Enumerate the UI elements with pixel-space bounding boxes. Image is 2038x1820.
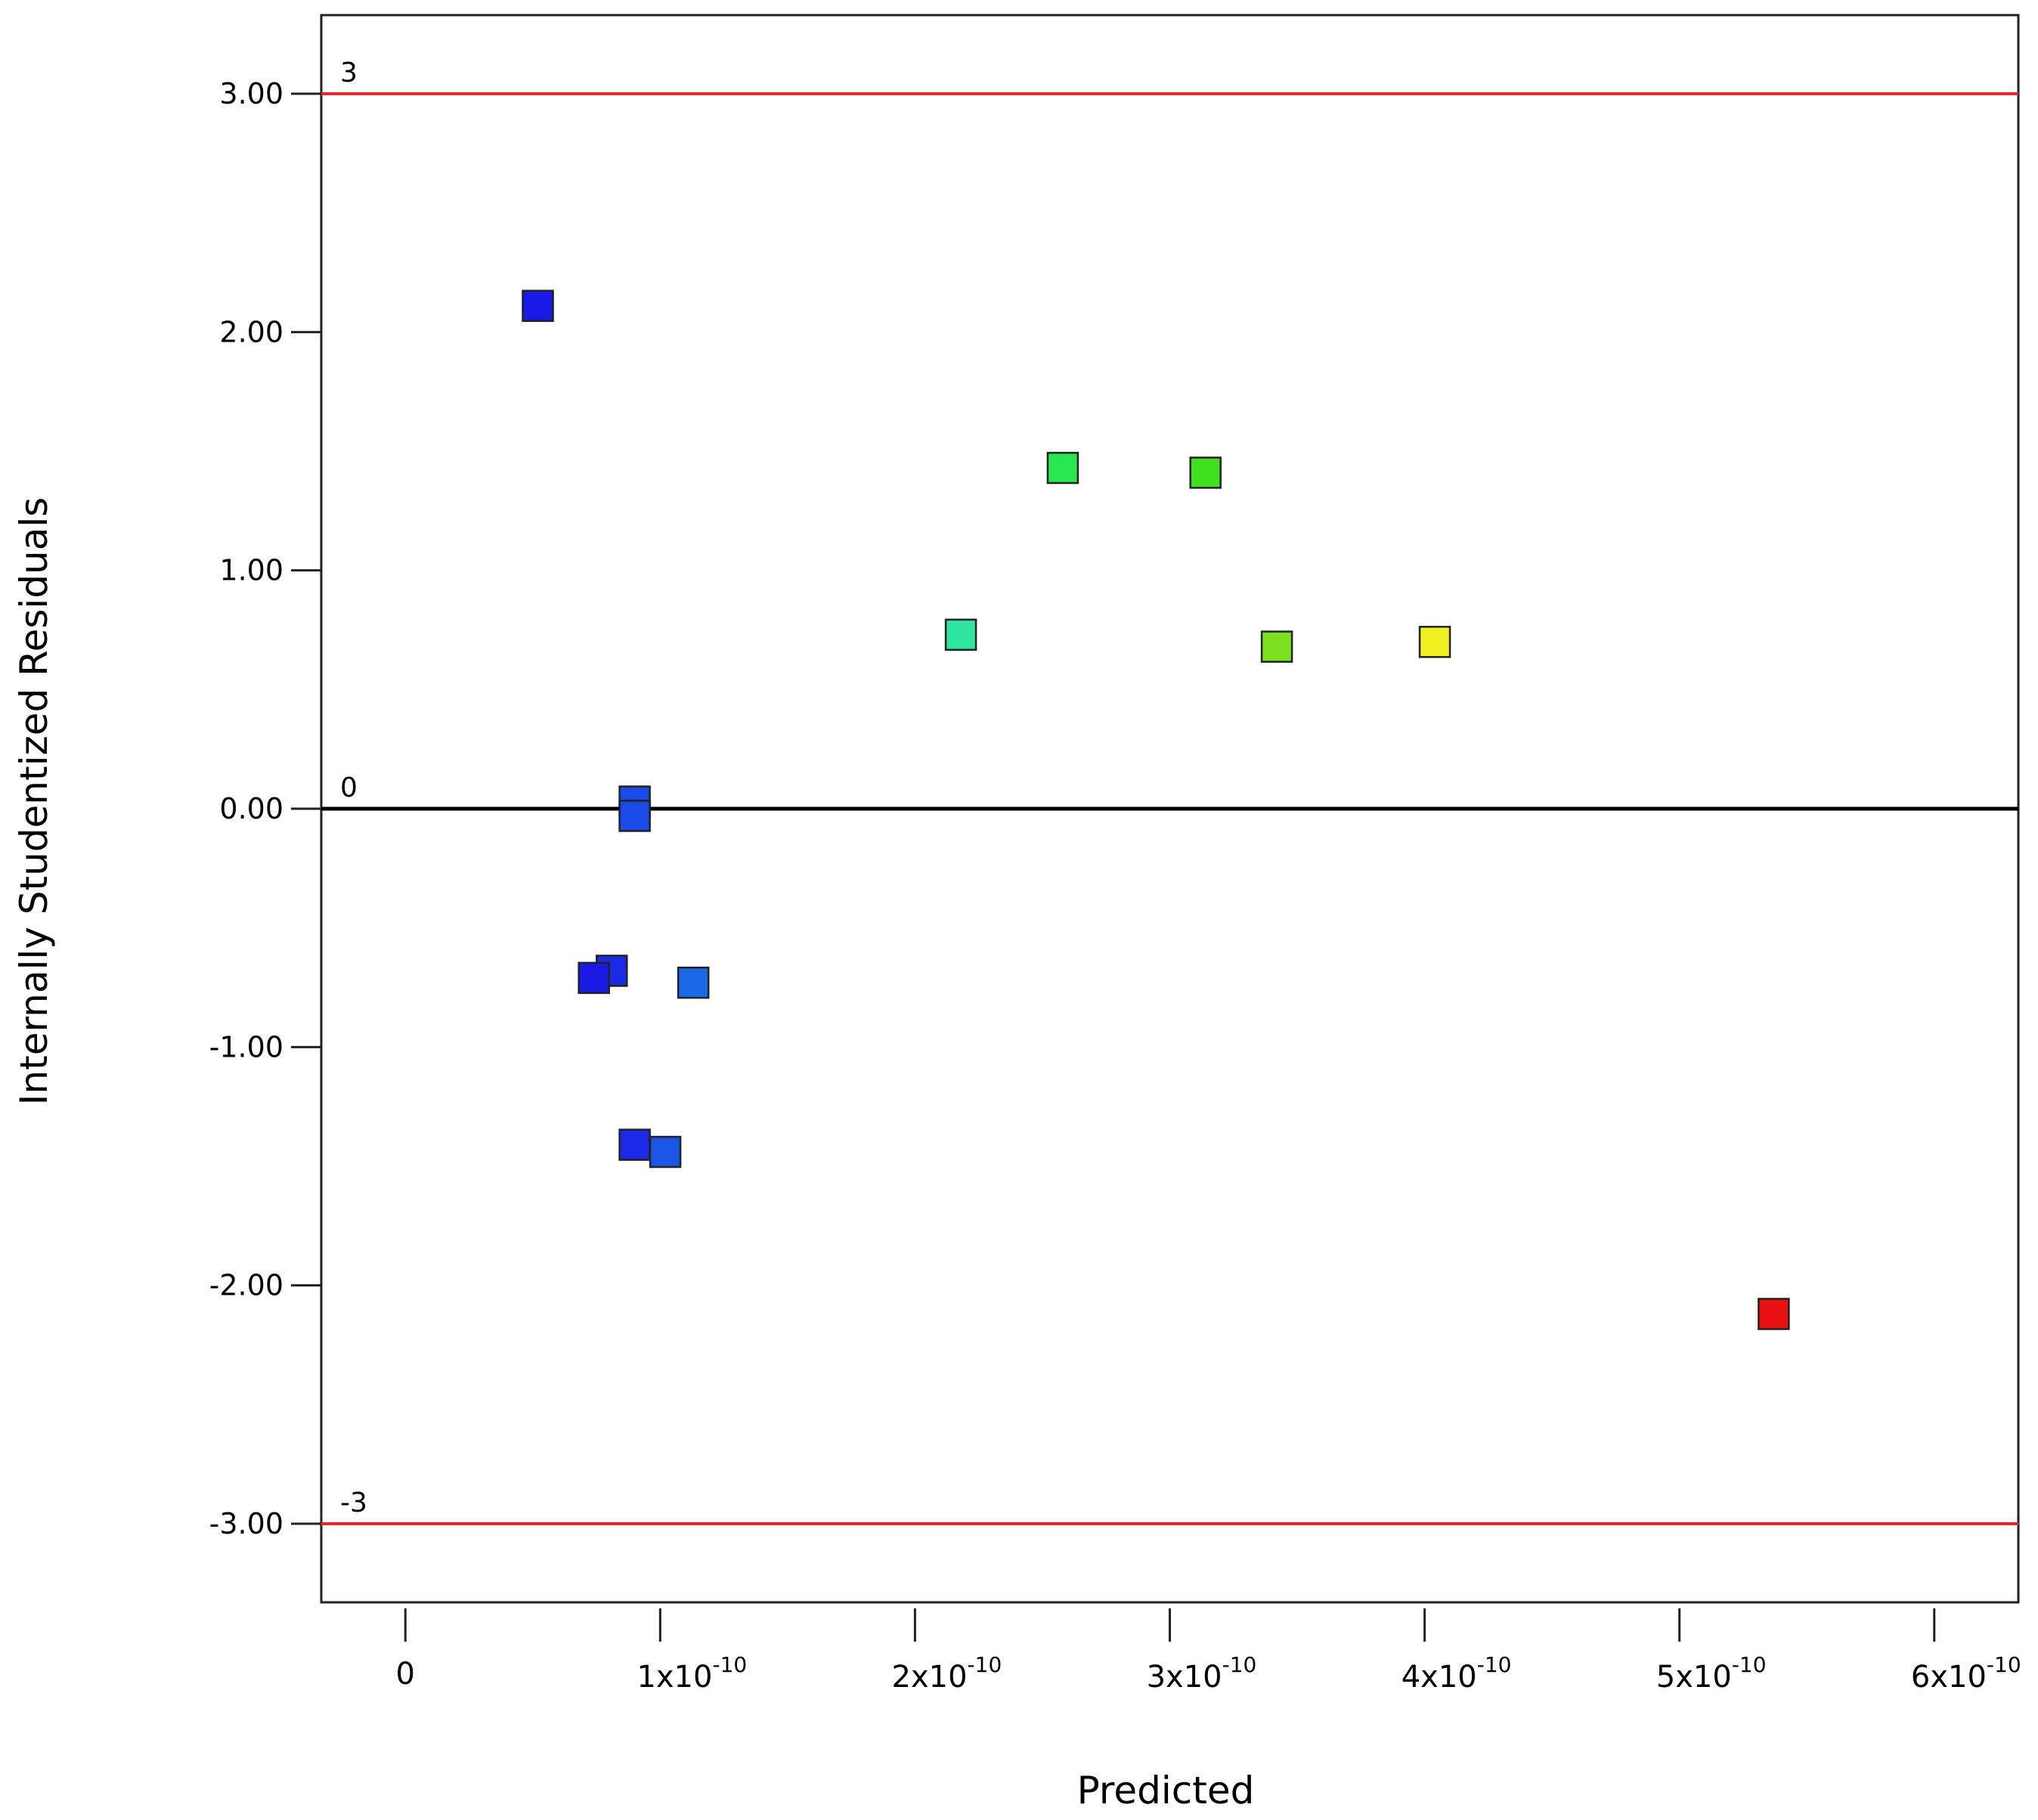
y-tick-label-1: 2.00 xyxy=(219,315,283,348)
x-tick-exponent-6: -10 xyxy=(1987,1652,2021,1677)
data-points xyxy=(522,289,1790,1330)
data-point-9 xyxy=(1046,451,1079,484)
data-point-2 xyxy=(618,800,651,832)
reference-line-label-1: 0 xyxy=(340,772,358,803)
data-point-0 xyxy=(522,289,554,322)
data-point-6 xyxy=(618,1128,651,1161)
x-tick-exponent-3: -10 xyxy=(1222,1652,1257,1677)
x-tick-exponent-2: -10 xyxy=(968,1652,1002,1677)
data-point-4 xyxy=(578,961,610,995)
y-tick-label-4: -1.00 xyxy=(209,1030,283,1063)
x-tick-label-0: 0 xyxy=(396,1657,415,1692)
x-tick-label-4: 4x10-10 xyxy=(1402,1652,1512,1695)
y-tick-label-5: -2.00 xyxy=(209,1269,283,1302)
data-point-10 xyxy=(1189,457,1222,489)
data-point-8 xyxy=(944,618,977,652)
data-point-13 xyxy=(1758,1298,1790,1330)
reference-lines: 3 0 -3 xyxy=(321,57,2018,1525)
y-tick-label-3: 0.00 xyxy=(219,792,283,825)
y-axis: 3.00 2.00 1.00 0.00 -1.00 -2.00 -3.00 xyxy=(209,77,321,1540)
y-tick-label-6: -3.00 xyxy=(209,1507,283,1540)
y-axis-title: Internally Studentized Residuals xyxy=(12,497,56,1106)
data-point-11 xyxy=(1260,630,1293,663)
x-tick-exponent-5: -10 xyxy=(1732,1652,1767,1677)
x-tick-exponent-1: -10 xyxy=(712,1652,747,1677)
x-tick-exponent-4: -10 xyxy=(1477,1652,1512,1677)
x-axis-title: Predicted xyxy=(1077,1769,1255,1812)
data-point-5 xyxy=(677,966,710,999)
data-point-12 xyxy=(1418,626,1451,658)
y-tick-label-2: 1.00 xyxy=(219,554,283,587)
y-tick-label-0: 3.00 xyxy=(219,77,283,110)
reference-line-label-2: -3 xyxy=(340,1487,367,1518)
data-point-7 xyxy=(649,1135,682,1168)
reference-line-label-0: 3 xyxy=(340,57,358,88)
